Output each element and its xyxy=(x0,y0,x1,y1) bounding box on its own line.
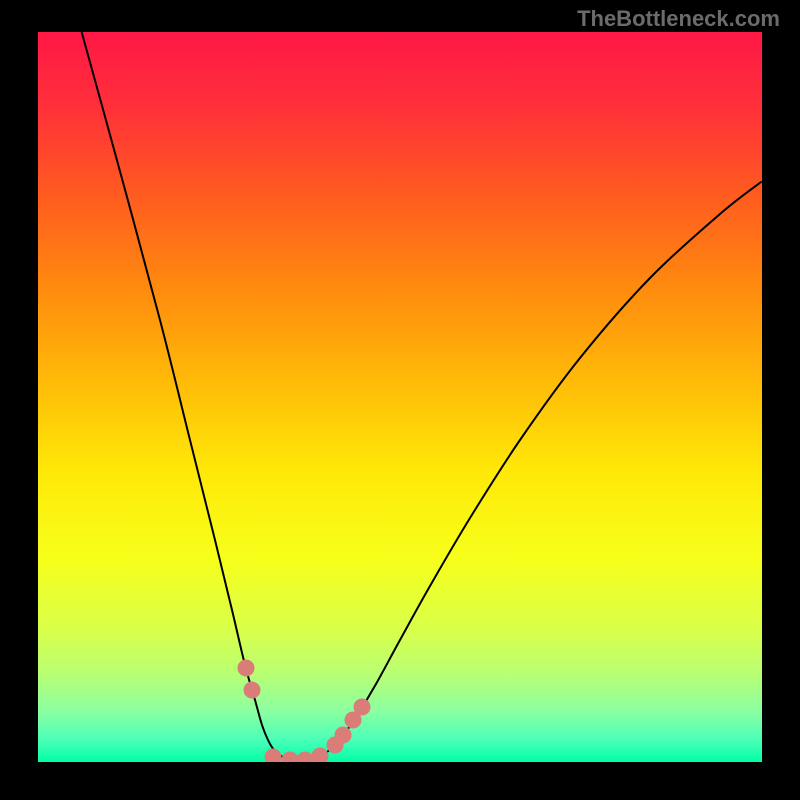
bottleneck-chart xyxy=(0,0,800,800)
data-marker xyxy=(238,660,254,676)
data-marker xyxy=(335,727,351,743)
watermark-text: TheBottleneck.com xyxy=(577,6,780,32)
plot-background xyxy=(38,32,762,762)
data-marker xyxy=(244,682,260,698)
data-marker xyxy=(354,699,370,715)
data-marker xyxy=(312,748,328,764)
